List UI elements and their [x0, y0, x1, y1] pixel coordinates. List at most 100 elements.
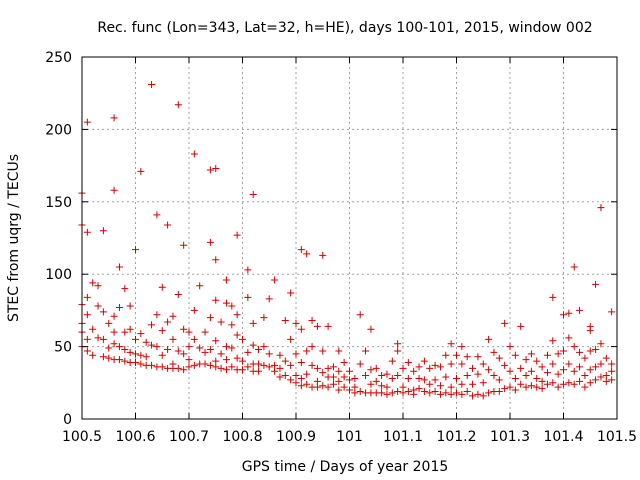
data-point [297, 359, 305, 367]
data-point [420, 376, 428, 384]
data-point [495, 376, 503, 384]
data-point [576, 348, 584, 356]
data-point [244, 348, 252, 356]
data-point [212, 164, 220, 172]
data-point [592, 345, 600, 353]
data-point [597, 373, 605, 381]
data-point [94, 334, 102, 342]
data-point [115, 343, 123, 351]
data-point [83, 228, 91, 236]
data-point [608, 308, 616, 316]
data-point [474, 370, 482, 378]
data-point [148, 81, 156, 89]
data-point [404, 359, 412, 367]
data-point [549, 360, 557, 368]
data-point [495, 354, 503, 362]
data-point [222, 276, 230, 284]
data-point [206, 314, 214, 322]
data-point [239, 357, 246, 365]
data-point [549, 379, 557, 387]
data-point [99, 335, 107, 343]
x-tick-label: 101.1 [383, 429, 423, 445]
data-point [303, 380, 311, 388]
data-point [212, 296, 220, 304]
data-point [292, 379, 300, 387]
data-point [581, 372, 589, 380]
data-point [453, 389, 460, 397]
data-point [308, 317, 316, 325]
data-point [233, 231, 241, 239]
data-point [174, 347, 182, 355]
data-point [169, 335, 177, 343]
data-point [538, 377, 546, 385]
axes [81, 56, 618, 420]
x-tick-label: 100.7 [169, 429, 209, 445]
data-point [501, 385, 509, 393]
data-point [372, 364, 380, 372]
data-point [271, 276, 279, 284]
data-point [367, 366, 375, 374]
data-point [142, 338, 150, 346]
data-point [527, 350, 535, 358]
data-point [329, 363, 337, 371]
data-point [297, 374, 305, 382]
data-point [110, 114, 118, 122]
data-point [362, 372, 370, 380]
y-tick-label: 0 [63, 412, 72, 428]
data-point [560, 311, 567, 319]
data-point [99, 308, 107, 316]
data-point [228, 344, 236, 352]
data-point [533, 374, 541, 382]
data-point [260, 314, 268, 322]
data-point [206, 345, 214, 353]
data-point [420, 387, 428, 395]
data-point [474, 390, 482, 398]
data-point [356, 311, 364, 319]
x-tick-label: 101.2 [436, 429, 476, 445]
data-point [324, 364, 332, 372]
data-point [249, 341, 257, 349]
data-point [506, 383, 514, 391]
data-point [560, 347, 567, 355]
data-point [602, 354, 610, 362]
x-tick-label: 100.8 [222, 429, 262, 445]
data-point [324, 322, 332, 330]
data-point [319, 369, 327, 377]
data-point [367, 325, 375, 333]
data-point [415, 374, 423, 382]
data-point [436, 382, 444, 390]
data-point [576, 363, 584, 371]
data-point [287, 361, 295, 369]
data-point [533, 383, 541, 391]
data-point [89, 279, 97, 287]
data-point [239, 366, 246, 374]
data-point [410, 390, 418, 398]
data-point [83, 335, 91, 343]
data-point [99, 353, 107, 361]
data-point [244, 363, 252, 371]
data-point [228, 302, 236, 310]
data-point [292, 350, 300, 358]
data-point [474, 353, 482, 361]
data-point [233, 311, 241, 319]
data-point [335, 377, 343, 385]
data-point [560, 380, 567, 388]
data-points [78, 81, 616, 400]
data-point [319, 382, 327, 390]
data-point [260, 361, 268, 369]
data-point [415, 363, 423, 371]
data-point [570, 380, 578, 388]
y-tick-label: 50 [54, 340, 72, 356]
data-point [303, 347, 311, 355]
grid-lines [82, 57, 617, 419]
data-point [442, 389, 450, 397]
x-tick-labels: 100.5 100.6 100.7 100.8 100.9 101 101.1 101.2 10… [62, 429, 637, 445]
data-point [212, 363, 220, 371]
data-point [586, 366, 594, 374]
data-point [196, 282, 204, 290]
x-tick-label: 101.4 [543, 429, 583, 445]
data-point [265, 350, 273, 358]
data-point [206, 238, 214, 246]
data-point [244, 293, 252, 301]
data-point [356, 360, 364, 368]
